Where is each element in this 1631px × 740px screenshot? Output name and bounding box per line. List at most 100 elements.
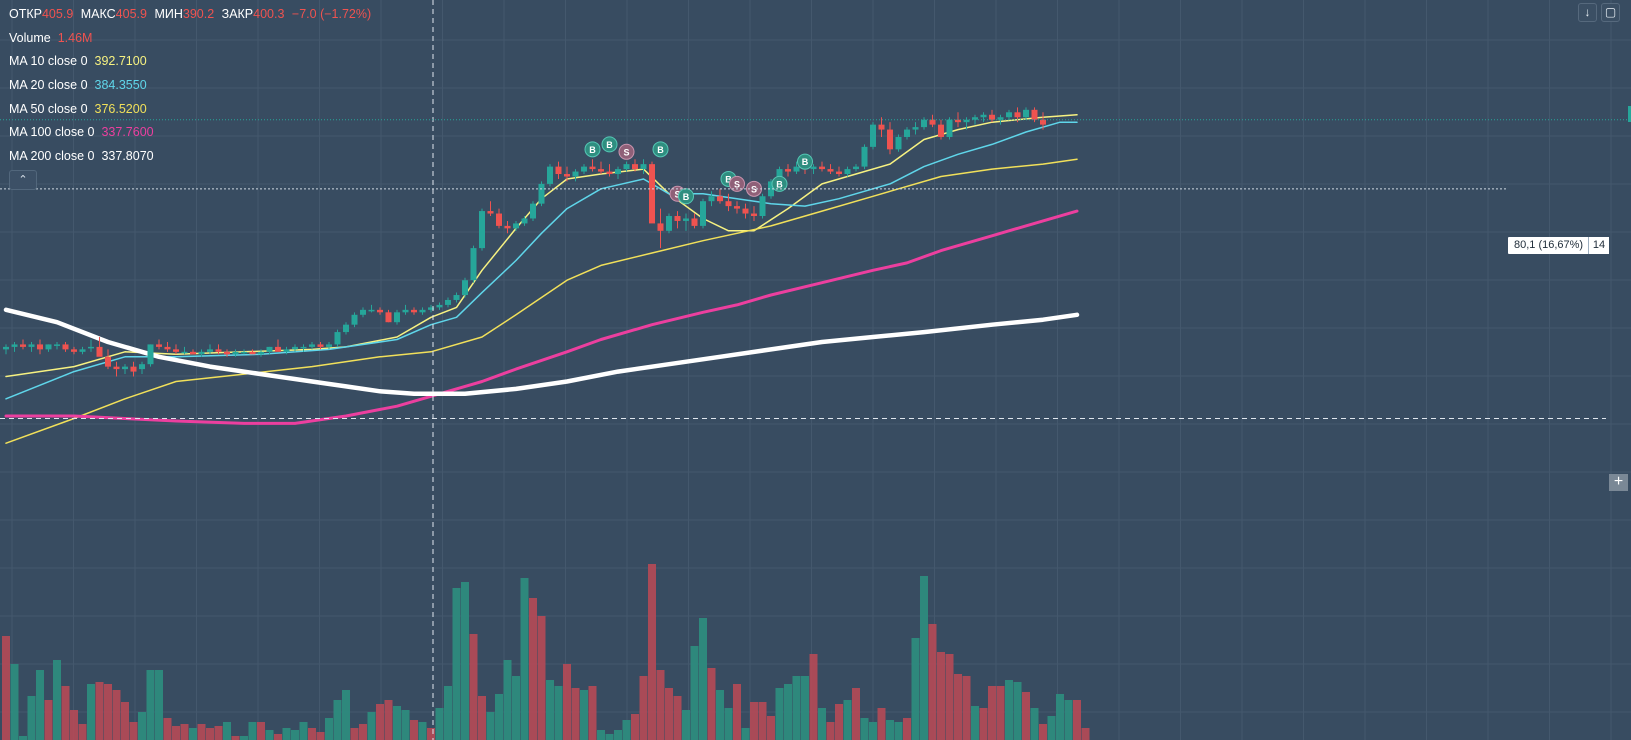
candle	[215, 344, 222, 355]
candle-body	[759, 196, 766, 217]
low-label: МИН	[154, 7, 183, 21]
volume-bar	[1081, 728, 1090, 740]
high-label: МАКС	[80, 7, 116, 21]
volume-bar	[665, 688, 673, 740]
candle-body	[96, 346, 103, 357]
candle	[912, 122, 919, 135]
candle-body	[394, 312, 400, 323]
candle-body	[938, 124, 944, 137]
volume-bar	[860, 718, 869, 740]
legend: ОТКР405.9 МАКС405.9 МИН390.2 ЗАКР400.3 −…	[9, 6, 375, 172]
ma10-row[interactable]: MA 10 close 0 392.7100	[9, 53, 375, 77]
candle	[130, 361, 137, 377]
candle-body	[623, 164, 630, 170]
candle	[249, 349, 256, 355]
legend-collapse-button[interactable]: ⌃	[9, 170, 37, 190]
candle-body	[224, 351, 230, 355]
signal-label: B	[725, 174, 732, 184]
volume-bar	[265, 730, 274, 740]
ma200-row[interactable]: MA 200 close 0 337.8070	[9, 148, 375, 172]
signal-label: B	[683, 192, 690, 202]
volume-bar	[597, 730, 605, 740]
candle-body	[3, 346, 9, 350]
candle	[232, 349, 239, 357]
volume-bar	[274, 734, 282, 740]
volume-bar	[580, 690, 588, 740]
volume-bar	[121, 702, 129, 740]
candle-body	[385, 312, 392, 323]
signals: BBSBSBBSSBB	[584, 136, 813, 205]
candle	[589, 159, 596, 172]
ohlc-row: ОТКР405.9 МАКС405.9 МИН390.2 ЗАКР400.3 −…	[9, 6, 375, 30]
volume-bar	[648, 564, 656, 740]
candle-body	[819, 166, 825, 170]
candle-body	[972, 117, 978, 120]
download-button[interactable]: ↓	[1578, 3, 1597, 22]
candle	[742, 203, 749, 219]
candle	[88, 339, 94, 352]
volume-bar	[801, 676, 809, 740]
signal-label: B	[589, 145, 596, 155]
buy-signal: B	[652, 141, 669, 158]
volume-bar	[503, 660, 512, 740]
volume-bar	[36, 670, 44, 740]
candle-body	[640, 164, 647, 170]
ma100-row[interactable]: MA 100 close 0 337.7600	[9, 124, 375, 148]
volume-bar	[2, 636, 10, 740]
candle	[241, 349, 247, 355]
arrow-down-icon: ↓	[1584, 5, 1591, 19]
candle	[572, 169, 579, 182]
add-alert-button[interactable]: +	[1609, 474, 1628, 491]
candle-body	[207, 349, 213, 352]
candle	[37, 339, 43, 355]
candle-body	[836, 171, 842, 175]
candle-body	[564, 174, 570, 177]
candle	[283, 346, 290, 355]
candle-body	[11, 344, 18, 347]
signal-badge	[797, 153, 813, 170]
volume-bar	[733, 684, 741, 740]
ma20-row[interactable]: MA 20 close 0 384.3550	[9, 77, 375, 101]
volume-bar	[1039, 724, 1047, 740]
candle-body	[79, 349, 86, 352]
candle-body	[428, 307, 434, 310]
candle-body	[266, 346, 273, 352]
candle	[496, 208, 502, 229]
candle	[547, 164, 553, 187]
buy-signal: B	[771, 175, 788, 192]
candle	[275, 339, 281, 352]
ma50-row[interactable]: MA 50 close 0 376.5200	[9, 101, 375, 125]
volume-bar	[928, 624, 937, 740]
candle-body	[1031, 109, 1038, 120]
volume-row[interactable]: Volume 1.46M	[9, 30, 375, 54]
signal-label: B	[606, 140, 613, 150]
volume-bar	[767, 716, 775, 740]
candle	[198, 349, 205, 357]
candle-body	[632, 164, 638, 170]
volume-bar	[444, 686, 452, 740]
volume-bar	[418, 722, 427, 740]
candle-body	[989, 114, 995, 120]
candle	[708, 191, 715, 207]
volume-bar	[512, 676, 520, 740]
volume-bar	[350, 728, 359, 740]
fullscreen-button[interactable]: ▢	[1601, 3, 1620, 22]
volume-bar	[775, 688, 784, 740]
volume-bar	[223, 722, 231, 740]
volume-bar	[588, 686, 597, 740]
candle	[436, 302, 443, 310]
candle	[351, 312, 358, 328]
volume-bar	[826, 722, 835, 740]
buy-signal: B	[584, 141, 601, 158]
volume-bar	[1073, 700, 1081, 740]
candle	[181, 346, 188, 355]
candle-body	[300, 346, 307, 349]
candle-body	[700, 201, 706, 226]
volume-bar	[393, 706, 401, 740]
plus-icon: +	[1613, 473, 1624, 490]
candle	[377, 307, 383, 315]
volume-bar	[546, 680, 554, 740]
candle-body	[1023, 109, 1029, 118]
